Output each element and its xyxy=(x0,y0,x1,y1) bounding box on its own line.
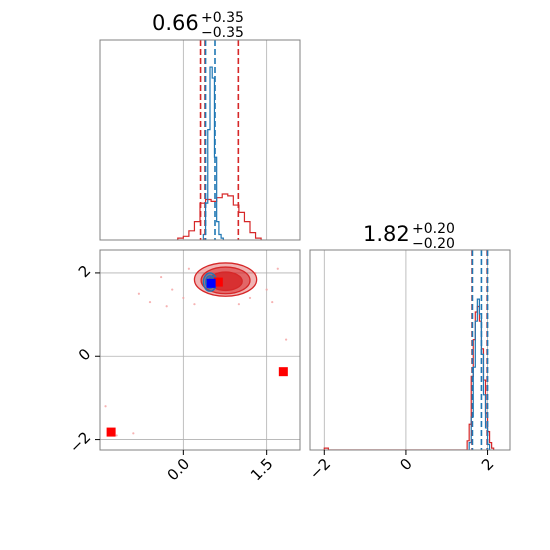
histogram-param2-frame xyxy=(309,249,511,451)
histogram-param2-series xyxy=(323,298,495,450)
joint-2d-scatter-point xyxy=(171,288,174,291)
joint-2d-grid xyxy=(100,250,300,450)
histogram-param2-red-series xyxy=(323,305,495,450)
joint-2d-x-tick-label: 0.0 xyxy=(164,455,194,485)
histogram-param1-quantile-lines xyxy=(199,40,240,240)
joint-2d-scatter xyxy=(104,267,288,437)
joint-2d-scatter-point xyxy=(104,405,107,408)
joint-2d-scatter-point xyxy=(160,275,163,279)
histogram-param2-x-ticks: −2 0 2 xyxy=(306,450,497,483)
joint-2d-scatter-point xyxy=(137,292,140,295)
title-param2-minus: −0.20 xyxy=(412,236,455,252)
joint-2d-scatter-point xyxy=(265,288,268,291)
histogram-param2-x-tick-label: −2 xyxy=(306,455,334,483)
title-param1-minus: −0.35 xyxy=(201,25,244,41)
joint-2d-scatter-point xyxy=(248,296,252,300)
joint-2d-markers xyxy=(106,277,288,437)
histogram-param2-x-tick-label: 2 xyxy=(478,455,497,474)
histogram-param1-series xyxy=(177,66,262,240)
joint-2d-x-tick-label: 1.5 xyxy=(247,455,277,485)
histogram-param1-red-series xyxy=(177,193,262,240)
joint-2d-scatter-point xyxy=(187,267,190,270)
histogram-param1-grid xyxy=(182,40,268,240)
histogram-param2-x-tick-label: 0 xyxy=(396,455,415,474)
joint-2d-red-marker xyxy=(213,277,223,287)
histogram-param1-panel: 0.66 +0.35 −0.35 xyxy=(99,10,301,241)
joint-2d-frame xyxy=(99,249,301,451)
joint-2d-y-tick-label: 2 xyxy=(75,262,94,281)
histogram-param2-grid xyxy=(323,250,488,450)
histogram-param2-quantile-lines xyxy=(471,250,489,450)
joint-2d-scatter-point xyxy=(132,432,135,435)
joint-2d-y-tick-label: 0 xyxy=(75,345,94,364)
histogram-param2-panel: −2 0 2 1.82 +0.20 −0.20 xyxy=(306,221,511,483)
joint-2d-scatter-point xyxy=(237,303,240,306)
joint-2d-red-marker xyxy=(106,427,116,437)
joint-2d-scatter-point xyxy=(276,267,279,270)
joint-2d-scatter-point xyxy=(271,300,274,304)
title-param1-value: 0.66 xyxy=(152,11,199,35)
joint-2d-blue-marker xyxy=(206,278,216,288)
joint-2d-y-tick-label: −2 xyxy=(66,428,94,456)
joint-2d-x-ticks: 0.0 1.5 xyxy=(164,450,277,484)
title-param2-value: 1.82 xyxy=(363,222,410,246)
joint-2d-red-marker xyxy=(278,367,288,377)
joint-2d-scatter-point xyxy=(193,303,196,306)
joint-2d-scatter-point xyxy=(148,300,152,304)
joint-2d-scatter-point xyxy=(115,434,118,437)
joint-2d-scatter-point xyxy=(165,305,168,308)
joint-2d-y-ticks: −2 0 2 xyxy=(66,262,100,457)
joint-2d-scatter-point xyxy=(285,338,288,341)
joint-2d-scatter-point xyxy=(182,296,185,300)
joint-2d-contours xyxy=(193,262,258,297)
joint-2d-panel: −2 0 2 0.0 1.5 xyxy=(66,249,301,484)
title-param2-plus: +0.20 xyxy=(412,221,455,237)
title-param1-plus: +0.35 xyxy=(201,10,244,26)
histogram-param1-frame xyxy=(99,39,301,241)
